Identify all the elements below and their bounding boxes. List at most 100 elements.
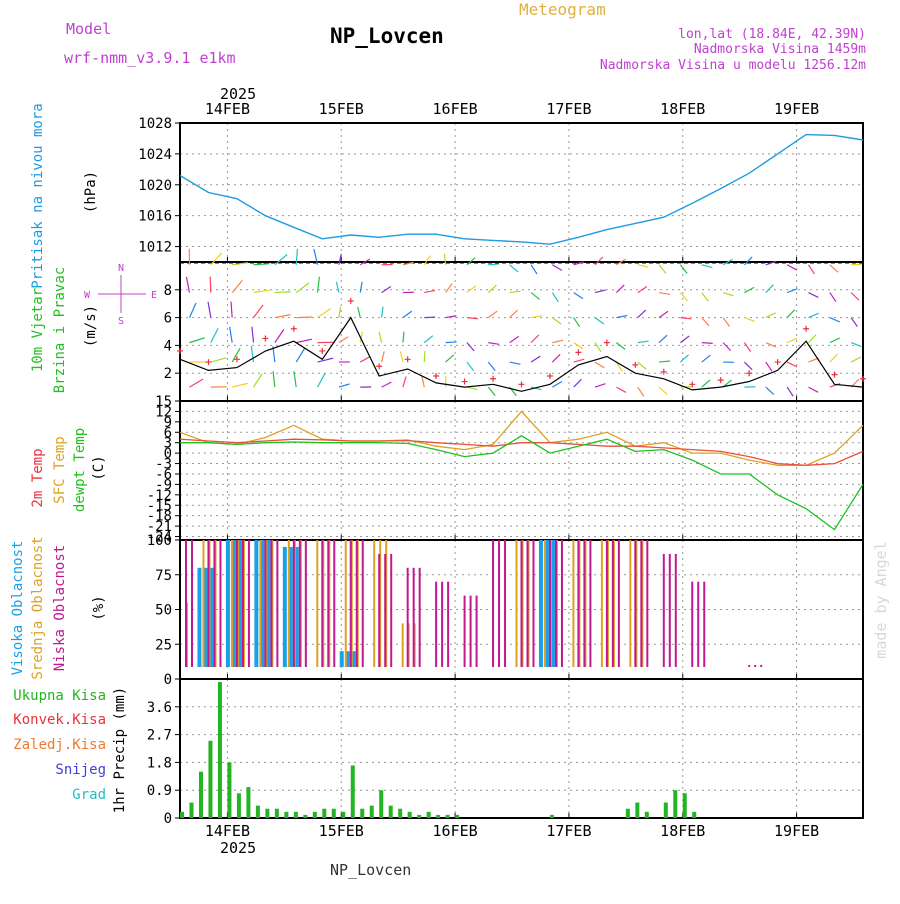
cloud-low-bar	[207, 540, 209, 667]
legend-total: Ukupna Kisa	[13, 688, 106, 704]
precip-total-bar	[370, 806, 374, 818]
cloud-mid-bar	[345, 540, 347, 667]
day-label-top: 18FEB	[660, 100, 705, 118]
precip-total-bar	[550, 815, 554, 818]
wind-y-tick-label: 6	[164, 311, 172, 327]
cloud-low-bar	[242, 540, 244, 667]
cloud-low-bar	[492, 540, 494, 667]
cloud-high-bar	[283, 547, 287, 667]
compass-north: N	[118, 263, 124, 274]
precip-total-bar	[455, 815, 459, 818]
wind-arrow	[595, 257, 603, 265]
wind-arrow	[744, 343, 750, 352]
wind-arrow	[808, 293, 818, 298]
cloud-low-bar	[703, 582, 705, 667]
precip-total-bar	[427, 812, 431, 818]
wind-arrow	[851, 293, 859, 301]
precip-total-bar	[313, 812, 317, 818]
wind-arrow	[766, 387, 774, 394]
legend-convective: Konvek.Kisa	[13, 712, 106, 728]
wind-gust-marker	[519, 381, 525, 387]
cloud-y-tick-label: 25	[155, 637, 172, 653]
wind-arrow	[595, 343, 601, 352]
wind-arrow	[510, 362, 521, 364]
wind-arrow	[273, 371, 275, 387]
model-label: Model	[66, 20, 111, 38]
wind-arrow	[616, 285, 624, 293]
wind-arrow	[552, 293, 558, 302]
station-elevation: Nadmorska Visina 1459m	[694, 42, 866, 57]
precip-total-bar	[246, 787, 250, 818]
day-label-top: 16FEB	[433, 100, 478, 118]
precip-total-bar	[227, 762, 231, 818]
cloud-low-bar	[384, 554, 386, 667]
cloud-low-bar	[435, 582, 437, 667]
precip-legend: Ukupna Kisa Konvek.Kisa Zaledj.Kisa Snij…	[13, 688, 106, 803]
cloud-low-bar	[618, 540, 620, 667]
wind-arrow	[808, 387, 818, 392]
precip-total-bar	[446, 815, 450, 818]
wind-arrow	[422, 376, 424, 387]
precip-total-bar	[360, 809, 364, 818]
precip-y-tick-label: 2.7	[147, 728, 172, 744]
cloud-low-bar	[675, 554, 677, 667]
wind-arrow	[403, 377, 406, 388]
compass-south: S	[118, 316, 124, 327]
wind-gust-marker	[547, 373, 553, 379]
pressure-ylabel: Pritisak na nivou mora	[30, 103, 46, 288]
cloud-ylabel-high: Visoka Oblacnost	[10, 541, 26, 676]
wind-arrow	[659, 265, 666, 274]
wind-gust-marker	[205, 359, 211, 365]
wind-arrow	[296, 339, 312, 342]
wind-arrow	[531, 356, 540, 362]
page-title: NP_Lovcen	[330, 24, 444, 48]
wind-arrow	[232, 348, 240, 362]
legend-snow: Snijeg	[55, 762, 106, 778]
cloud-low-bar	[185, 540, 187, 667]
cloud-low-bar	[305, 540, 307, 667]
cloud-low-bar	[640, 540, 642, 667]
wind-arrow	[787, 338, 797, 342]
cloud-ylabel-low: Niska Oblacnost	[52, 545, 68, 671]
wind-arrow	[444, 254, 445, 265]
day-label-bottom: 15FEB	[319, 822, 364, 840]
precip-total-bar	[208, 741, 212, 818]
precip-total-bar	[303, 815, 307, 818]
cloud-low-bar	[549, 540, 551, 667]
day-label-bottom: 17FEB	[546, 822, 591, 840]
wind-arrow	[787, 387, 793, 396]
wind-arrow	[595, 290, 606, 293]
wind-arrow	[680, 265, 687, 274]
wind-arrow	[488, 311, 497, 317]
wind-y-tick-label: 4	[164, 338, 172, 354]
wind-arrow	[531, 335, 539, 343]
wind-arrow	[702, 343, 713, 344]
cloud-low-bar	[555, 540, 557, 667]
wind-arrow	[189, 338, 204, 343]
cloud-mid-bar	[629, 540, 631, 667]
wind-arrow	[467, 362, 474, 371]
cloud-low-bar	[321, 540, 323, 667]
wind-arrow	[424, 336, 433, 343]
wind-arrow	[574, 318, 580, 327]
cloud-mid-bar	[373, 540, 375, 667]
wind-arrow	[360, 357, 370, 362]
wind-arrow	[638, 265, 649, 267]
wind-arrow	[254, 290, 270, 292]
cloud-low-bar	[498, 540, 500, 667]
cloud-low-bar	[754, 665, 756, 667]
wind-arrow	[232, 263, 248, 265]
wind-ylabel-line1: 10m Vjetar	[30, 288, 46, 372]
wind-gust-marker	[433, 373, 439, 379]
wind-gust-marker	[319, 348, 325, 354]
wind-arrow	[510, 310, 518, 318]
wind-gust-marker	[177, 348, 183, 354]
cloud-low-bar	[219, 540, 221, 667]
wind-ylabel-line2: Brzina i Pravac	[52, 267, 68, 393]
cloud-low-bar	[476, 596, 478, 667]
wind-y-tick-label: 8	[164, 283, 172, 299]
cloud-low-bar	[691, 582, 693, 667]
cloud-low-bar	[589, 540, 591, 667]
wind-gust-marker	[832, 372, 838, 378]
